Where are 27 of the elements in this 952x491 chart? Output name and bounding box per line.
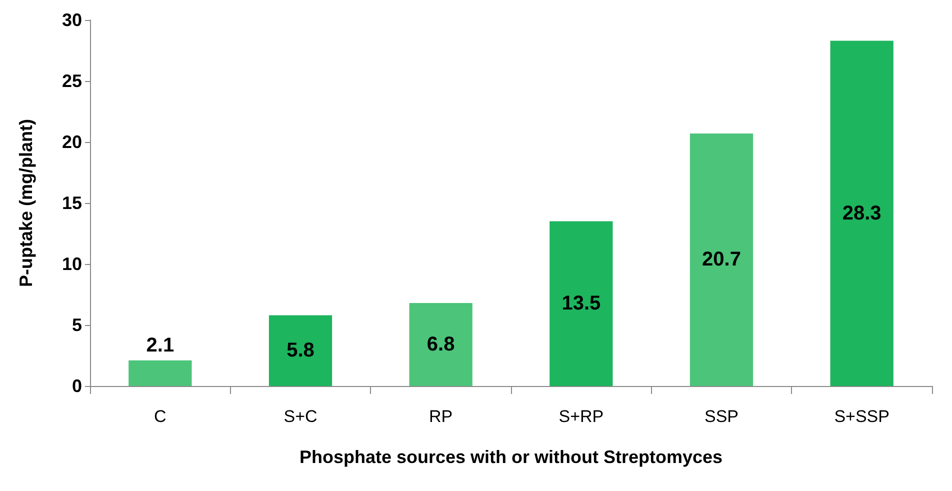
- x-tick-label: S+SSP: [834, 407, 890, 426]
- x-tick-label: S+RP: [558, 407, 604, 426]
- bar: [128, 360, 192, 386]
- y-tick-label: 10: [62, 254, 82, 274]
- y-tick-label: 25: [62, 71, 82, 91]
- y-tick-label: 30: [62, 10, 82, 30]
- bar: [830, 40, 894, 386]
- bar: [550, 221, 613, 386]
- data-label: 6.8: [426, 334, 455, 356]
- data-label: 13.5: [562, 292, 601, 315]
- x-tick-label: C: [154, 407, 166, 426]
- data-label: 2.1: [146, 334, 174, 356]
- data-label: 20.7: [702, 248, 741, 271]
- x-axis-title: Phosphate sources with or without Streptomyces: [299, 447, 723, 467]
- data-label: 28.3: [842, 202, 882, 224]
- x-tick-label: RP: [429, 407, 453, 426]
- y-tick-label: 20: [62, 132, 82, 152]
- y-tick-label: 0: [72, 376, 82, 396]
- bar: [409, 303, 472, 386]
- y-tick-label: 5: [72, 315, 82, 335]
- data-label: 5.8: [286, 340, 314, 362]
- bar: [268, 315, 332, 386]
- y-tick-label: 15: [62, 193, 82, 213]
- x-tick-label: SSP: [704, 407, 739, 426]
- x-tick-label: S+C: [284, 407, 318, 426]
- y-axis-title: P-uptake (mg/plant): [16, 118, 36, 288]
- bar: [690, 133, 754, 386]
